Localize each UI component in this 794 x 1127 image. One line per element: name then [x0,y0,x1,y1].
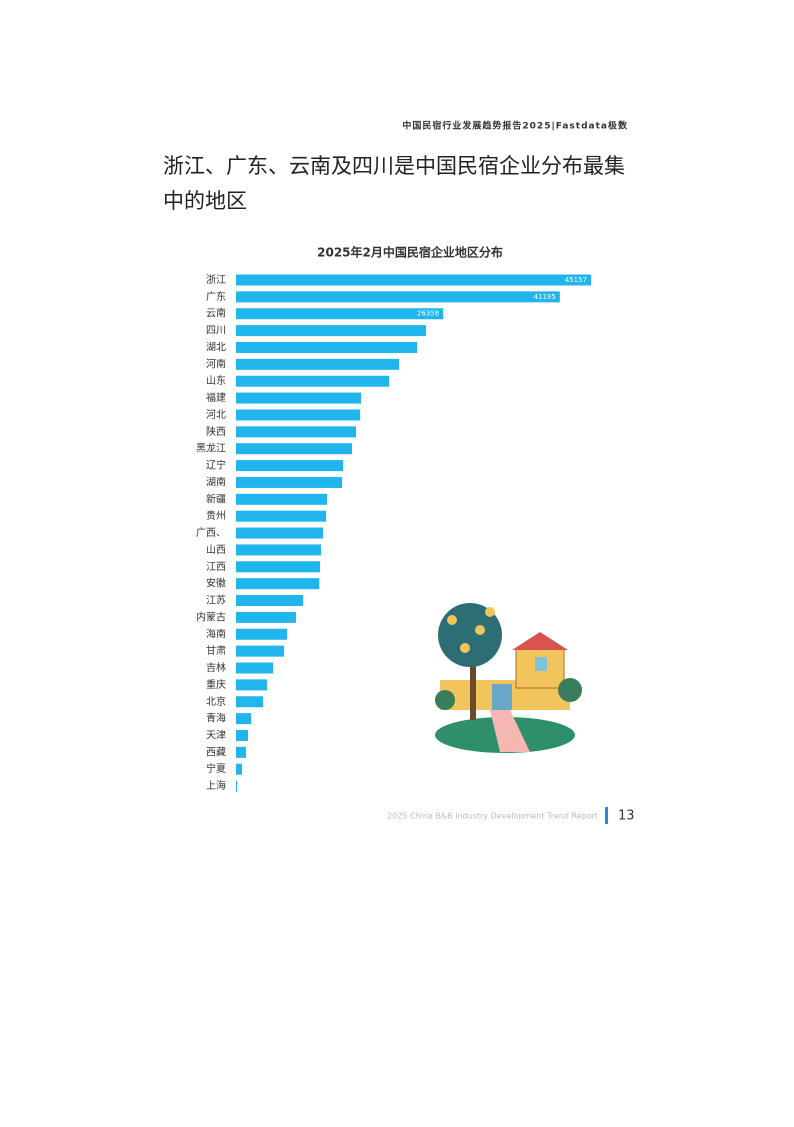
bar [236,544,321,556]
illustration [435,603,582,753]
bar [236,729,249,741]
bar [236,493,328,505]
category-label: 河南 [206,357,226,370]
category-label: 陕西 [206,425,226,438]
page-number: 13 [618,809,635,824]
bar [236,746,246,758]
bar [236,780,238,792]
bar [236,308,444,320]
bar [236,291,560,303]
category-label: 福建 [206,391,226,404]
footer-bar [605,807,608,824]
bar [236,341,418,353]
category-label: 安徽 [206,577,226,590]
category-label: 西藏 [206,746,226,758]
footer-text: 2025 China B&B Industry Development Tren… [387,812,598,821]
category-label: 辽宁 [206,459,226,472]
category-label: 吉林 [206,661,226,674]
category-label: 山东 [206,374,226,387]
category-label: 河北 [206,409,226,421]
bar [236,561,321,573]
category-label: 重庆 [206,678,226,691]
category-label: 广西、 [196,527,226,539]
bar [236,679,267,691]
bar [236,628,288,640]
bar [236,426,357,438]
category-label: 山西 [206,544,226,556]
bar [236,392,361,404]
category-label: 海南 [206,627,226,640]
category-label: 江西 [206,561,226,573]
category-label: 四川 [206,326,226,337]
category-label: 浙江 [206,274,226,286]
category-label: 湖南 [206,475,226,488]
bar [236,696,263,708]
bar [236,358,400,370]
bar [236,662,274,674]
bar [236,595,303,607]
category-label: 宁夏 [206,762,226,775]
bar [236,274,591,286]
value-label: 41195 [534,293,556,301]
headline: 浙江、广东、云南及四川是中国民宿企业分布最集 [163,154,625,178]
category-label: 云南 [206,307,226,320]
bar [236,325,427,337]
category-label: 甘肃 [206,644,226,657]
category-label: 青海 [206,712,226,725]
category-label: 内蒙古 [196,610,226,623]
category-label: 天津 [206,729,226,741]
category-label: 北京 [206,695,226,708]
value-label: 26358 [417,310,439,318]
bar [236,527,324,539]
bar [236,409,361,421]
bar [236,611,296,623]
bar [236,763,242,775]
category-label: 上海 [206,779,226,792]
bar [236,578,320,590]
category-label: 贵州 [206,509,226,522]
category-label: 新疆 [206,492,226,505]
bar [236,375,390,387]
bar [236,645,285,657]
bar [236,510,327,522]
category-label: 黑龙江 [196,442,226,455]
bar [236,713,252,725]
category-label: 湖北 [206,341,226,353]
bar [236,460,343,472]
chart-title: 2025年2月中国民宿企业地区分布 [317,245,503,260]
header: 中国民宿行业发展趋势报告2025|Fastdata极数 [402,120,628,132]
value-label: 45157 [565,276,587,284]
headline: 中的地区 [163,189,247,213]
category-label: 江苏 [206,594,226,607]
bar [236,476,343,488]
bar [236,443,353,455]
category-label: 广东 [206,290,226,303]
